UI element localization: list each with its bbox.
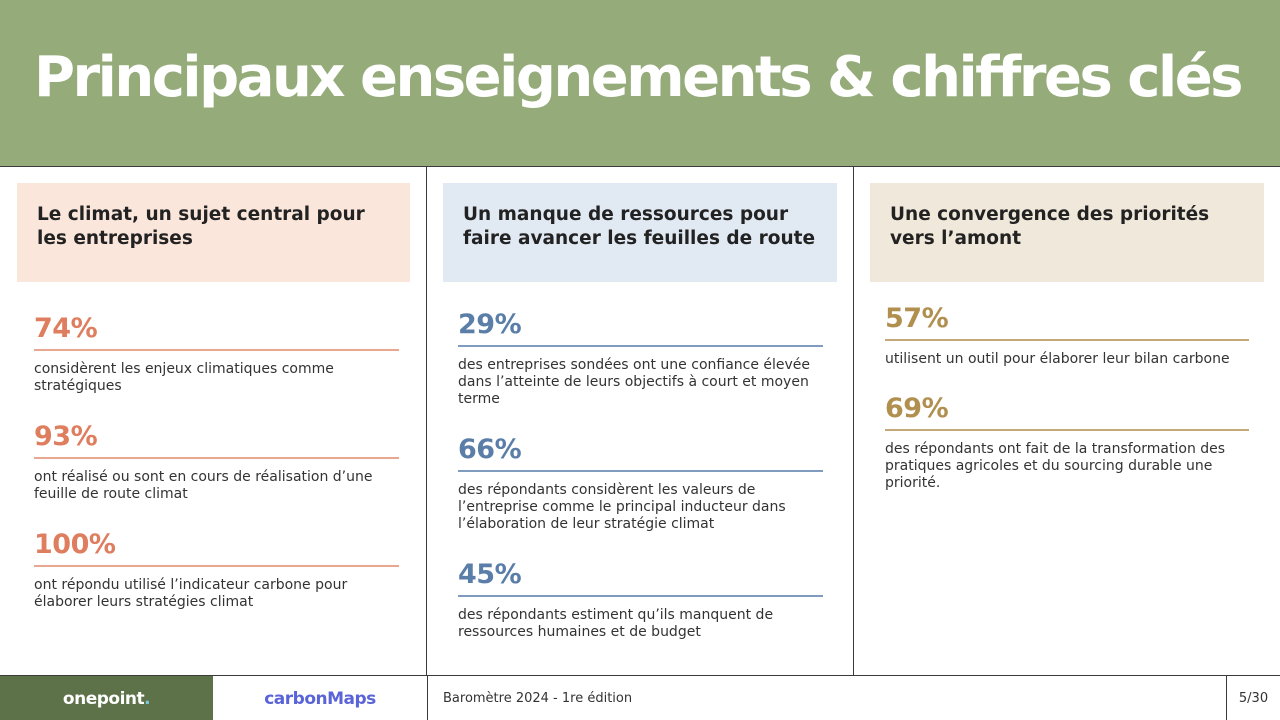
column-heading: Une convergence des priorités vers l’amo… — [870, 183, 1264, 282]
stat-divider — [885, 429, 1249, 431]
onepoint-logo-text: onepoint — [62, 688, 145, 709]
stat-value: 29% — [458, 309, 522, 340]
column-climat: Le climat, un sujet central pour les ent… — [0, 167, 427, 675]
stat-block: 57% utilisent un outil pour élaborer leu… — [885, 303, 1249, 368]
carbonmaps-logo: carbonMaps — [213, 676, 428, 720]
stat-divider — [458, 345, 823, 347]
stat-description: considèrent les enjeux climatiques comme… — [34, 360, 334, 394]
stat-value: 100% — [34, 529, 116, 560]
column-heading: Un manque de ressources pour faire avanc… — [443, 183, 837, 282]
stat-divider — [458, 470, 823, 472]
stat-description: des répondants estiment qu’ils manquent … — [458, 606, 774, 640]
stat-block: 69% des répondants ont fait de la transf… — [885, 393, 1249, 492]
page-number: 5/30 — [1226, 676, 1280, 720]
carbonmaps-logo-text: carbonMaps — [264, 688, 376, 709]
onepoint-logo-dot: . — [144, 688, 151, 709]
stat-divider — [34, 349, 399, 351]
footer: onepoint. carbonMaps Baromètre 2024 - 1r… — [0, 675, 1280, 720]
stat-block: 74% considèrent les enjeux climatiques c… — [34, 313, 399, 395]
onepoint-logo: onepoint. — [0, 676, 213, 720]
stat-divider — [885, 339, 1249, 341]
stat-block: 100% ont répondu utilisé l’indicateur ca… — [34, 529, 399, 611]
stat-description: des répondants ont fait de la transforma… — [885, 440, 1226, 491]
stat-divider — [34, 457, 399, 459]
stat-value: 57% — [885, 303, 949, 334]
title-banner: Principaux enseignements & chiffres clés — [0, 0, 1280, 167]
stat-divider — [458, 595, 823, 597]
stat-value: 45% — [458, 559, 522, 590]
stat-value: 69% — [885, 393, 949, 424]
stat-divider — [34, 565, 399, 567]
stat-value: 74% — [34, 313, 98, 344]
stat-description: ont réalisé ou sont en cours de réalisat… — [34, 468, 373, 502]
stat-block: 66% des répondants considèrent les valeu… — [458, 434, 823, 533]
column-heading: Le climat, un sujet central pour les ent… — [17, 183, 410, 282]
stat-description: ont répondu utilisé l’indicateur carbone… — [34, 576, 348, 610]
edition-label: Baromètre 2024 - 1re édition — [443, 691, 633, 706]
column-priorites: Une convergence des priorités vers l’amo… — [854, 167, 1280, 675]
stat-description: des répondants considèrent les valeurs d… — [458, 481, 786, 532]
stat-description: utilisent un outil pour élaborer leur bi… — [885, 350, 1230, 367]
stat-value: 93% — [34, 421, 98, 452]
stat-block: 29% des entreprises sondées ont une conf… — [458, 309, 823, 408]
stat-block: 45% des répondants estiment qu’ils manqu… — [458, 559, 823, 641]
stat-value: 66% — [458, 434, 522, 465]
stat-description: des entreprises sondées ont une confianc… — [458, 356, 811, 407]
page-title: Principaux enseignements & chiffres clés — [34, 45, 1244, 110]
column-ressources: Un manque de ressources pour faire avanc… — [427, 167, 854, 675]
stat-block: 93% ont réalisé ou sont en cours de réal… — [34, 421, 399, 503]
